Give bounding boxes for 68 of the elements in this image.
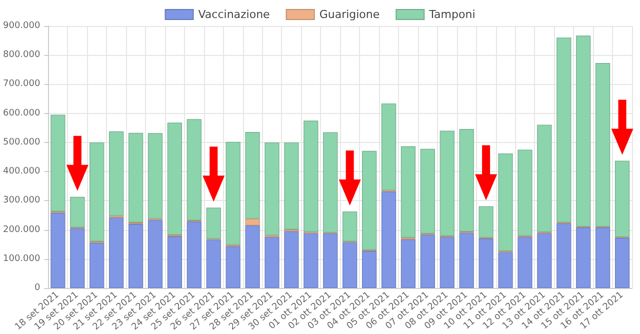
bar xyxy=(518,237,532,288)
bar xyxy=(323,233,338,288)
bar xyxy=(304,120,318,232)
y-tick-label: 500.000 xyxy=(3,137,40,148)
bar xyxy=(264,237,280,288)
bar xyxy=(440,130,454,236)
y-tick-label: 200.000 xyxy=(3,224,40,235)
bar xyxy=(206,208,221,239)
bar xyxy=(440,237,454,288)
bar xyxy=(70,228,85,288)
bar xyxy=(556,38,572,222)
bar xyxy=(206,240,221,288)
bar xyxy=(362,251,377,288)
bar xyxy=(596,62,610,227)
bar xyxy=(90,242,104,288)
bar xyxy=(284,231,299,288)
bar xyxy=(596,227,610,288)
bar xyxy=(264,142,280,236)
bar xyxy=(109,218,124,288)
bar xyxy=(614,160,630,238)
bar xyxy=(226,246,240,288)
bar xyxy=(148,220,163,288)
bar xyxy=(167,236,182,288)
bar xyxy=(459,232,474,288)
y-tick-label: 700.000 xyxy=(3,79,40,90)
bar xyxy=(245,225,260,288)
bar xyxy=(342,242,358,288)
bar xyxy=(400,146,416,238)
y-tick-label: 400.000 xyxy=(3,166,40,177)
bar xyxy=(400,239,416,288)
bar xyxy=(518,150,532,236)
bar xyxy=(381,103,396,190)
bar xyxy=(50,212,66,288)
bar xyxy=(478,206,494,238)
bar xyxy=(478,238,494,288)
bar xyxy=(342,211,358,242)
bar xyxy=(576,227,591,288)
y-tick-label: 900.000 xyxy=(3,21,40,31)
bar xyxy=(70,196,85,228)
bar xyxy=(498,154,513,252)
y-tick-label: 100.000 xyxy=(3,254,40,264)
bar xyxy=(109,131,124,216)
y-tick-label: 800.000 xyxy=(3,50,40,60)
bar xyxy=(614,238,630,288)
bar xyxy=(556,223,572,288)
bar xyxy=(128,132,144,223)
bar xyxy=(381,192,396,288)
bar xyxy=(128,224,144,288)
bar xyxy=(186,222,202,288)
legend-label: Guarigione xyxy=(319,8,380,21)
bar xyxy=(420,234,435,288)
bar xyxy=(148,133,163,219)
bar xyxy=(245,218,260,226)
y-tick-label: 600.000 xyxy=(3,108,40,118)
legend-label: Tamponi xyxy=(428,8,476,21)
bar xyxy=(537,233,552,288)
y-tick-label: 0 xyxy=(34,283,40,294)
bar xyxy=(245,132,260,219)
bar xyxy=(576,36,591,227)
y-tick-label: 300.000 xyxy=(3,196,40,206)
legend-label: Vaccinazione xyxy=(198,8,270,21)
bar xyxy=(537,124,552,232)
bar xyxy=(167,122,182,236)
bar xyxy=(284,142,299,230)
bar xyxy=(304,233,318,288)
bar xyxy=(420,148,435,234)
bar xyxy=(90,142,104,242)
bar xyxy=(498,252,513,288)
